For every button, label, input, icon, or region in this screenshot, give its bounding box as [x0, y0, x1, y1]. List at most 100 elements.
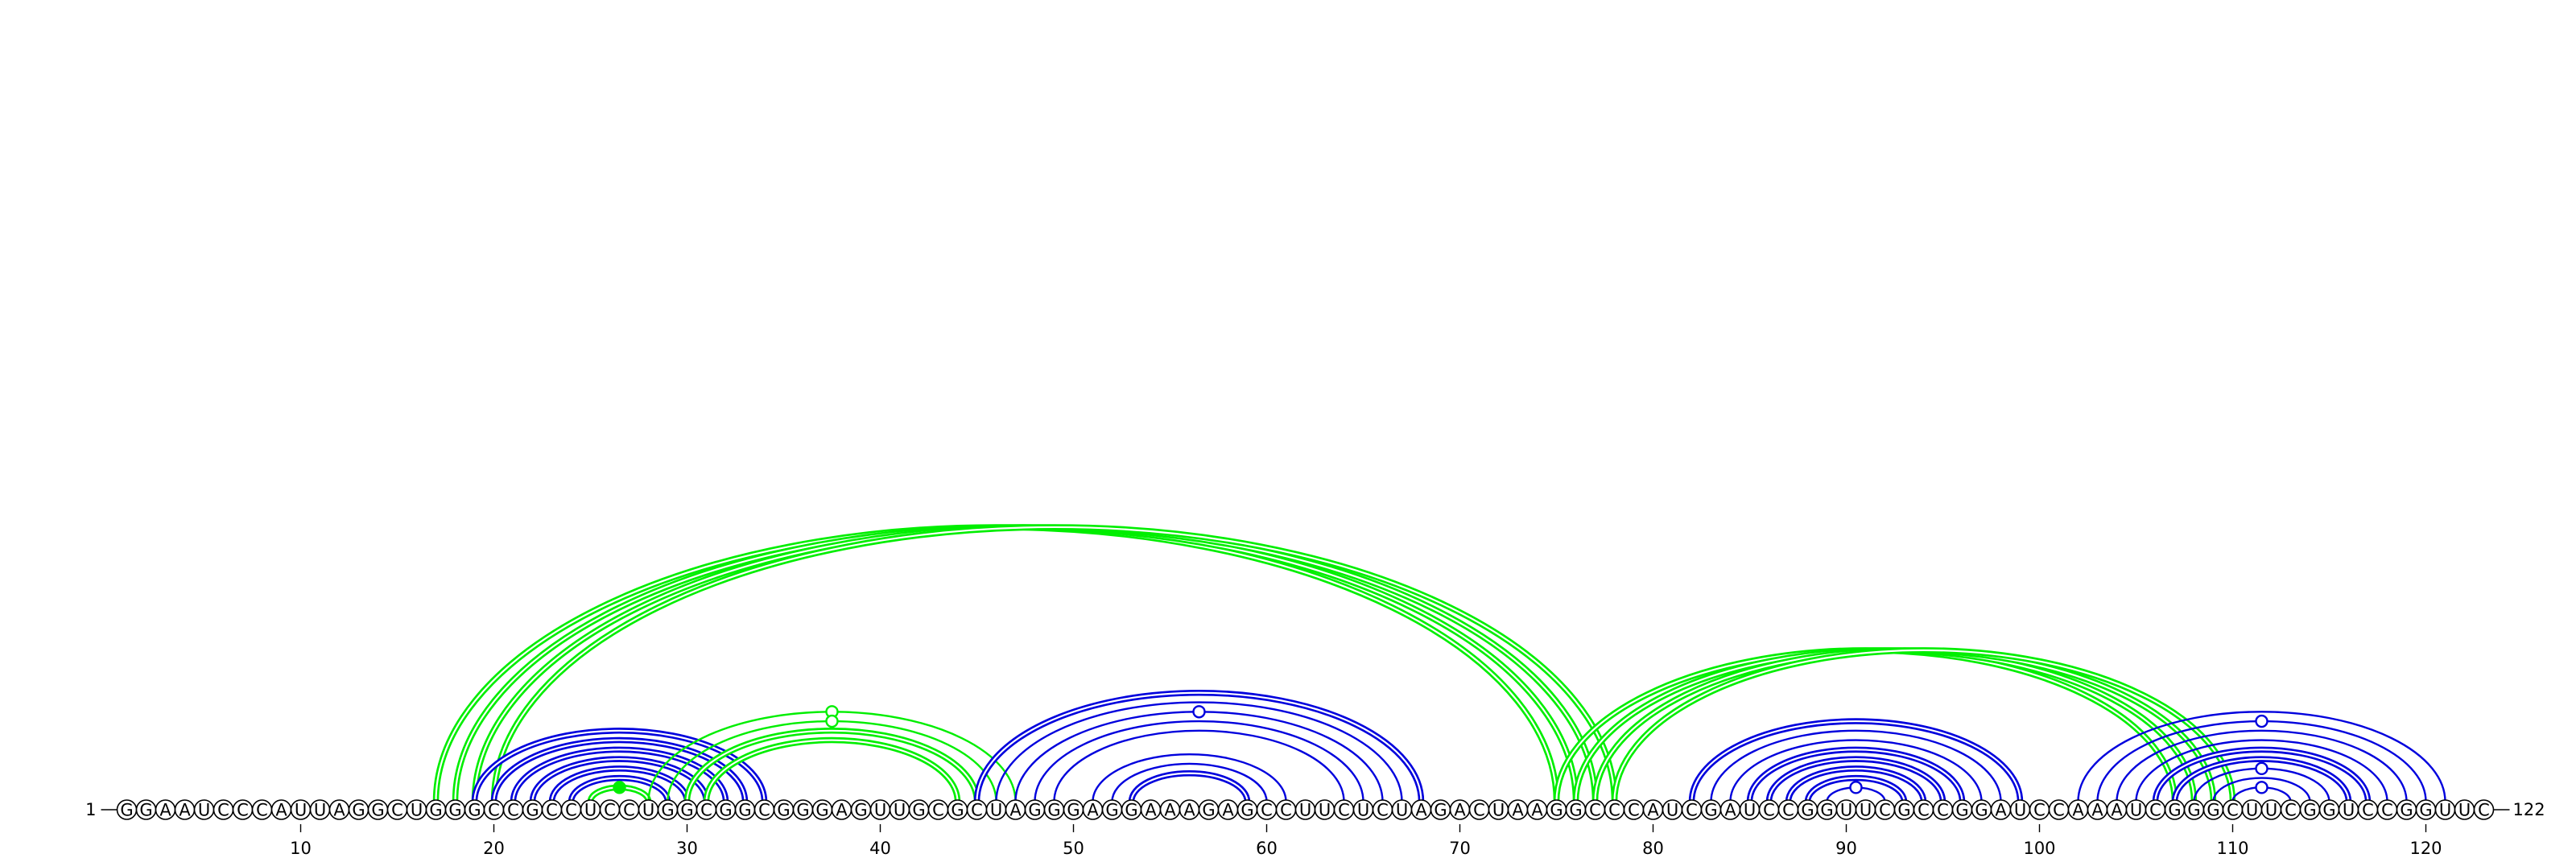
nucleotide-122: U: [2458, 801, 2471, 820]
arc-76-108-gap: [1575, 649, 2195, 802]
tick-label-110: 110: [2216, 839, 2248, 858]
nucleotide-98: A: [1995, 801, 2007, 820]
nucleotide-21: C: [507, 801, 519, 820]
arc-marker-29-46: [825, 714, 839, 728]
tick-label-10: 10: [290, 839, 312, 858]
tick-label-60: 60: [1256, 839, 1278, 858]
nucleotide-96: G: [1955, 801, 1968, 820]
arc-53-59: [1128, 769, 1251, 802]
arc-22-31-gap: [531, 757, 708, 802]
arc-49-64: [1053, 729, 1345, 802]
arc-marker-89-92: [1849, 781, 1863, 794]
nucleotide-77: C: [1589, 801, 1601, 820]
arcs-layer: [432, 524, 2446, 802]
nucleotide-57: G: [1202, 801, 1215, 820]
arc-marker-25-28: [613, 781, 626, 794]
nucleotide-20: C: [488, 801, 500, 820]
nucleotide-80: A: [1647, 801, 1659, 820]
nucleotide-59: G: [1241, 801, 1253, 820]
arc-52-60: [1111, 762, 1268, 802]
nucleotide-73: A: [1512, 801, 1524, 820]
nucleotide-30: G: [680, 801, 693, 820]
arc-24-29-gap: [570, 777, 669, 802]
nucleotide-49: G: [1047, 801, 1060, 820]
nucleotide-52: G: [1105, 801, 1118, 820]
nucleotide-38: A: [836, 801, 848, 820]
nucleotide-15: C: [391, 801, 403, 820]
nucleotide-25: U: [584, 801, 597, 820]
nucleotide-28: U: [642, 801, 654, 820]
backbone-layer: 1 122: [85, 800, 2545, 819]
nucleotide-16: U: [411, 801, 423, 820]
nucleotide-37: G: [815, 801, 828, 820]
nucleotide-87: C: [1782, 801, 1794, 820]
nucleotide-51: A: [1087, 801, 1099, 820]
arc-88-93-gap: [1806, 777, 1905, 802]
arc-83-98: [1710, 729, 2002, 802]
arc-51-61: [1092, 753, 1287, 802]
nucleotide-103: A: [2091, 801, 2103, 820]
nucleotide-89: G: [1820, 801, 1833, 820]
nucleotide-107: G: [2168, 801, 2181, 820]
arc-102-121: [2077, 711, 2446, 802]
nucleotide-60: C: [1261, 801, 1273, 820]
arc-53-59-gap: [1130, 772, 1249, 802]
nucleotide-2: G: [139, 801, 152, 820]
nucleotide-41: U: [894, 801, 906, 820]
nucleotide-9: A: [275, 801, 287, 820]
nucleotide-95: C: [1937, 801, 1949, 820]
tick-label-20: 20: [483, 839, 505, 858]
nucleotide-74: A: [1531, 801, 1543, 820]
nucleotide-7: C: [237, 801, 249, 820]
nucleotide-116: U: [2343, 801, 2355, 820]
nucleotide-27: C: [623, 801, 635, 820]
nucleotide-94: C: [1918, 801, 1930, 820]
nucleotide-56: A: [1183, 801, 1195, 820]
nucleotide-79: C: [1628, 801, 1640, 820]
nucleotide-81: U: [1666, 801, 1678, 820]
nucleotide-84: A: [1724, 801, 1736, 820]
nucleotide-26: C: [604, 801, 616, 820]
nucleotide-47: A: [1009, 801, 1022, 820]
nucleotide-75: G: [1550, 801, 1563, 820]
tick-label-50: 50: [1063, 839, 1084, 858]
arc-marker-103-120: [2255, 714, 2268, 728]
nucleotide-23: C: [546, 801, 558, 820]
arc-45-68-gap: [976, 691, 1422, 802]
nucleotide-102: A: [2072, 801, 2084, 820]
arc-85-96-gap: [1748, 749, 1963, 802]
arc-20-78: [490, 524, 1618, 802]
nucleotide-100: C: [2033, 801, 2046, 820]
nucleotide-92: C: [1879, 801, 1891, 820]
arc-46-67: [995, 701, 1403, 802]
nucleotide-4: A: [179, 801, 191, 820]
nucleotide-65: U: [1357, 801, 1369, 820]
nucleotide-29: G: [661, 801, 674, 820]
nucleotide-39: G: [854, 801, 867, 820]
tick-label-120: 120: [2409, 839, 2442, 858]
nucleotide-118: C: [2381, 801, 2393, 820]
nucleotide-69: G: [1434, 801, 1447, 820]
nucleotide-17: G: [429, 801, 442, 820]
nucleotide-113: C: [2285, 801, 2297, 820]
arc-86-95-gap: [1768, 757, 1944, 802]
end-label: 122: [2513, 800, 2545, 819]
nucleotide-70: A: [1454, 801, 1466, 820]
nucleotide-112: U: [2265, 801, 2277, 820]
nucleotide-43: C: [932, 801, 944, 820]
nucleotide-1: G: [120, 801, 133, 820]
nucleotide-19: G: [468, 801, 481, 820]
nucleotide-40: U: [874, 801, 886, 820]
nucleotide-31: C: [700, 801, 712, 820]
nucleotide-50: G: [1067, 801, 1080, 820]
nucleotide-18: G: [448, 801, 461, 820]
nucleotide-34: C: [758, 801, 770, 820]
nucleotide-62: U: [1299, 801, 1311, 820]
nucleotide-45: C: [971, 801, 983, 820]
nucleotide-3: A: [159, 801, 171, 820]
arc-105-118: [2135, 739, 2388, 802]
nucleotide-35: G: [777, 801, 790, 820]
arc-31-44-gap: [705, 739, 959, 802]
